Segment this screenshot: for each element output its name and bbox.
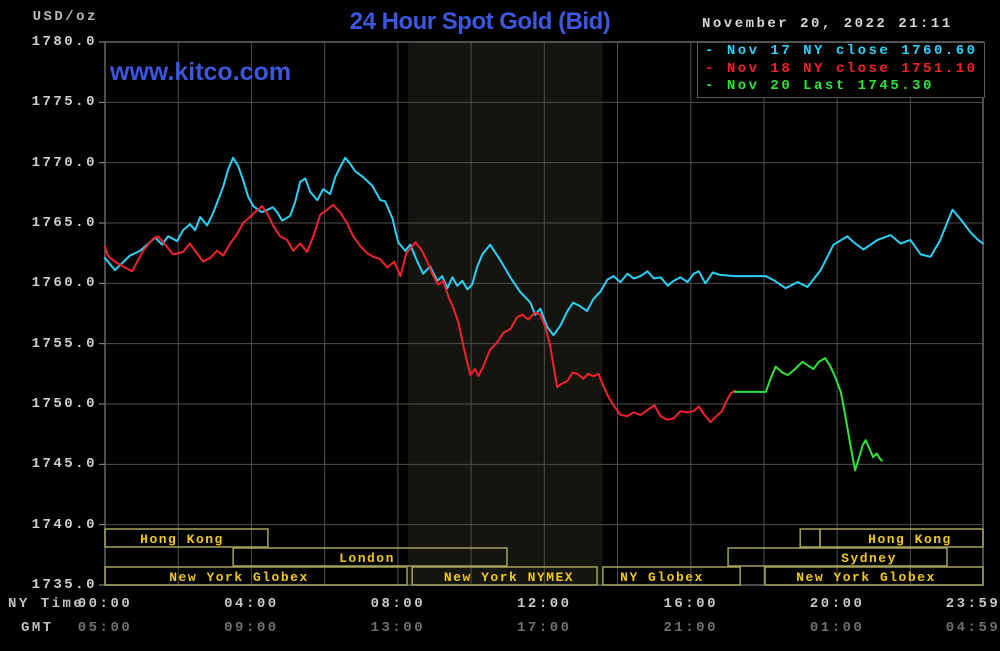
- y-tick-label: 1735.0: [31, 577, 97, 593]
- series-nov17: [104, 156, 984, 337]
- x-tick-label-gmt: 01:00: [809, 620, 865, 636]
- session-label: New York NYMEX: [444, 570, 574, 585]
- page-title: 24 Hour Spot Gold (Bid): [349, 8, 611, 35]
- series-nov20: [733, 357, 883, 472]
- y-tick-label: 1755.0: [31, 335, 97, 352]
- x-tick-label-gmt: 09:00: [224, 620, 279, 636]
- session-label: Sydney: [841, 551, 897, 566]
- y-tick-label: 1780.0: [31, 34, 97, 50]
- y-axis-units-label: USD/oz: [32, 9, 98, 25]
- x-tick-label-nytime: 20:00: [809, 596, 865, 612]
- session-label: NY Globex: [620, 570, 704, 585]
- session-box: [764, 566, 984, 586]
- y-tick-label: 1770.0: [31, 154, 97, 171]
- legend-item-nov18-label: Nov 18 NY close 1751.10: [726, 60, 978, 77]
- y-tick-label: 1745.0: [31, 456, 97, 473]
- legend-item-nov20-label: Nov 20 Last 1745.30: [726, 78, 934, 94]
- x-tick-label-gmt: 13:00: [370, 620, 426, 636]
- nov18-line-swatch: -: [705, 60, 716, 77]
- session-box: [232, 547, 508, 567]
- session-box: [411, 566, 598, 586]
- nymex-session-shading: [408, 42, 603, 585]
- nov17-line-swatch: -: [705, 43, 716, 59]
- ny-time-axis-label: NY Time: [8, 596, 85, 612]
- gmt-axis-label: GMT: [21, 620, 54, 636]
- session-label: Hong Kong: [868, 532, 952, 547]
- y-tick-label: 1775.0: [31, 94, 97, 111]
- session-box: [104, 528, 269, 548]
- legend: - Nov 17 NY close 1760.60 - Nov 18 NY cl…: [697, 42, 985, 98]
- x-tick-label-gmt: 05:00: [77, 620, 133, 636]
- y-tick-label: 1740.0: [31, 516, 97, 533]
- legend-item-nov20: - Nov 20 Last 1745.30: [698, 78, 984, 96]
- x-tick-label-gmt: 04:59: [945, 620, 1000, 636]
- y-tick-label: 1750.0: [31, 396, 97, 412]
- legend-item-nov18: - Nov 18 NY close 1751.10: [698, 61, 984, 79]
- session-box: [602, 566, 741, 586]
- x-tick-label-gmt: 17:00: [517, 620, 572, 636]
- x-tick-label-nytime: 00:00: [77, 596, 133, 612]
- session-box: [727, 547, 948, 567]
- session-label: New York Globex: [169, 570, 309, 585]
- nov20-line-swatch: -: [705, 78, 716, 94]
- y-tick-label: 1765.0: [31, 215, 97, 231]
- chart-datetime: November 20, 2022 21:11: [702, 16, 953, 32]
- y-tick-label: 1760.0: [31, 275, 97, 292]
- session-label: New York Globex: [796, 570, 936, 585]
- legend-item-nov17-label: Nov 17 NY close 1760.60: [726, 43, 978, 59]
- x-tick-label-nytime: 23:59: [945, 596, 1000, 612]
- session-label: London: [339, 551, 395, 566]
- session-label: Hong Kong: [140, 532, 224, 547]
- session-box: [799, 528, 821, 548]
- kitco-watermark-link[interactable]: www.kitco.com: [110, 58, 292, 86]
- x-tick-label-nytime: 12:00: [517, 596, 572, 612]
- x-tick-label-nytime: 16:00: [663, 596, 718, 612]
- session-box: [819, 528, 984, 548]
- x-tick-label-nytime: 04:00: [224, 596, 279, 612]
- x-tick-label-nytime: 08:00: [370, 596, 426, 612]
- session-box: [104, 566, 408, 586]
- series-nov18: [104, 203, 736, 424]
- x-tick-label-gmt: 21:00: [663, 620, 718, 636]
- legend-item-nov17: - Nov 17 NY close 1760.60: [698, 43, 984, 61]
